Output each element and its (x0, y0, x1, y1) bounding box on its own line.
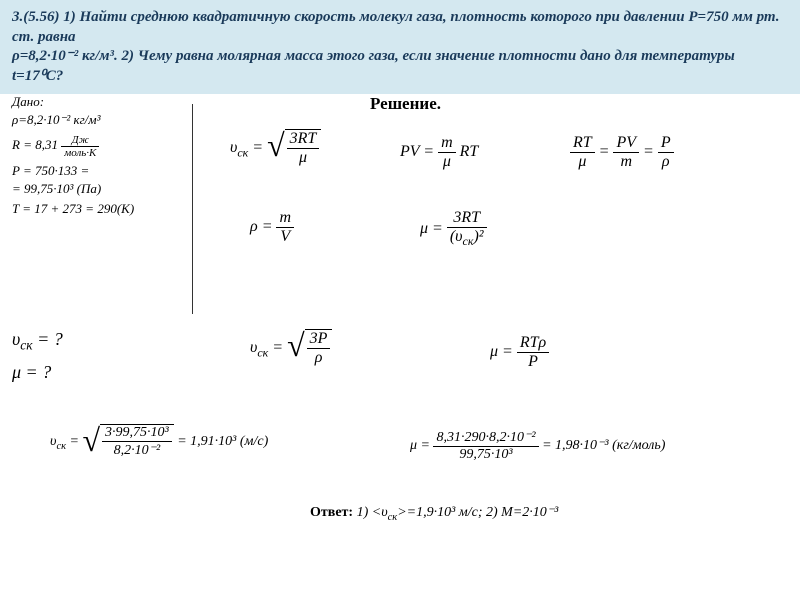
unknown-mu: μ = ? (12, 362, 63, 383)
unknown-v: υск = ? (12, 329, 63, 354)
dano-rho: ρ=8,2·10⁻² кг/м³ (12, 112, 192, 128)
formula-mu-calc: μ = 8,31·290·8,2·10⁻²99,75·10³ = 1,98·10… (410, 429, 665, 463)
formula-mu-RTrho: μ = RTρP (490, 334, 549, 371)
dano-T: T = 17 + 273 = 290(K) (12, 201, 192, 217)
formula-rho-mV: ρ = mV (250, 209, 294, 246)
separator-line (192, 104, 193, 314)
given-block: Дано: ρ=8,2·10⁻² кг/м³ R = 8,31 Джмоль·K… (12, 94, 192, 219)
formula-RTmu-chain: RTμ = PVm = Pρ (570, 134, 674, 171)
formula-vsk-3RT: υск = √ 3RTμ (230, 129, 321, 167)
answer-text: 1) <υск>=1,9·10³ м/с; 2) M=2·10⁻³ (357, 505, 559, 520)
formula-PV-mRT: PV = mμ RT (400, 134, 478, 171)
dano-P2: = 99,75·10³ (Па) (12, 181, 192, 197)
problem-statement: 3.(5.56) 1) Найти среднюю квадратичную с… (0, 0, 800, 94)
problem-number: 3.(5.56) (12, 9, 60, 25)
dano-R: R = 8,31 Джмоль·K (12, 137, 99, 152)
solution-area: Дано: ρ=8,2·10⁻² кг/м³ R = 8,31 Джмоль·K… (0, 94, 800, 102)
formula-vsk-calc: υск = √ 3·99,75·10³8,2·10⁻² = 1,91·10³ (… (50, 424, 268, 459)
answer-label: Ответ: (310, 505, 353, 520)
problem-line1: 1) Найти среднюю квадратичную скорость м… (12, 9, 780, 45)
solution-label: Решение. (370, 94, 441, 114)
unknowns: υск = ? μ = ? (12, 329, 63, 383)
formula-vsk-3P: υск = √ 3Pρ (250, 329, 332, 367)
formula-mu-3RT: μ = 3RT (υск)² (420, 209, 487, 249)
problem-line2: ρ=8,2·10⁻² кг/м³. 2) Чему равна молярная… (12, 48, 735, 84)
dano-P1: P = 750·133 = (12, 163, 192, 179)
dano-title: Дано: (12, 94, 192, 110)
